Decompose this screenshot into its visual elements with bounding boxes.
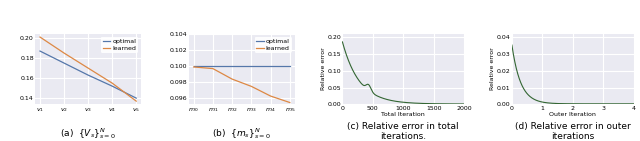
optimal [267, 65, 275, 67]
learned [84, 67, 92, 69]
optimal [286, 65, 294, 67]
learned [108, 82, 116, 84]
learned [267, 95, 275, 97]
Line: optimal: optimal [40, 51, 136, 98]
Line: learned: learned [40, 37, 136, 101]
Legend: optimal, learned: optimal, learned [101, 37, 138, 53]
X-axis label: Total Iteration: Total Iteration [381, 112, 425, 117]
Text: (a)  $\{V_s\}_{s=0}^N$: (a) $\{V_s\}_{s=0}^N$ [60, 126, 116, 141]
X-axis label: Outer Iteration: Outer Iteration [549, 112, 596, 117]
optimal [132, 97, 140, 99]
Text: (d) Relative error in outer
iterations: (d) Relative error in outer iterations [515, 122, 630, 141]
optimal [60, 62, 68, 64]
Text: (b)  $\{m_s\}_{s=0}^N$: (b) $\{m_s\}_{s=0}^N$ [212, 126, 271, 141]
optimal [84, 74, 92, 76]
learned [228, 78, 236, 80]
learned [248, 85, 255, 87]
optimal [209, 65, 217, 67]
learned [36, 36, 44, 38]
optimal [248, 65, 255, 67]
Line: learned: learned [194, 67, 290, 103]
Y-axis label: Relative error: Relative error [490, 48, 495, 91]
optimal [190, 65, 198, 67]
Y-axis label: Relative error: Relative error [321, 48, 326, 91]
Text: (c) Relative error in total
iterations.: (c) Relative error in total iterations. [348, 122, 459, 141]
learned [190, 66, 198, 68]
optimal [108, 85, 116, 87]
learned [132, 100, 140, 102]
optimal [228, 65, 236, 67]
learned [286, 102, 294, 103]
optimal [36, 50, 44, 52]
learned [209, 68, 217, 69]
learned [60, 52, 68, 54]
Legend: optimal, learned: optimal, learned [255, 37, 291, 53]
